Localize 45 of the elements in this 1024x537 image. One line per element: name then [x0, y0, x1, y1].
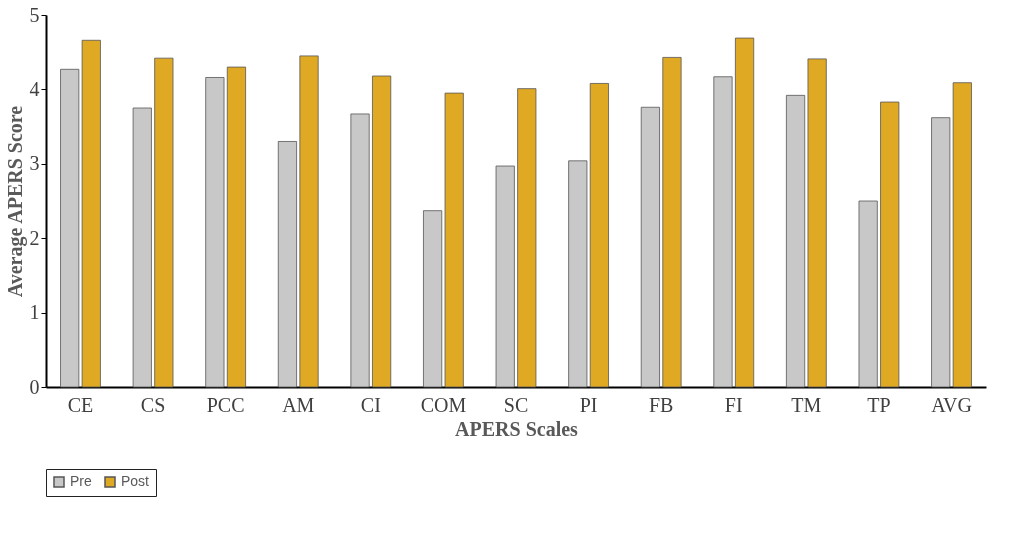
bar — [154, 57, 174, 388]
legend-label: Pre — [70, 473, 92, 489]
x-tick-label: FI — [724, 393, 743, 416]
y-tick-label: 4 — [29, 77, 40, 100]
y-tick-label: 3 — [29, 152, 40, 175]
bar — [807, 58, 827, 388]
bar — [734, 37, 755, 388]
x-tick-label: CI — [360, 393, 381, 416]
bar — [299, 55, 319, 388]
x-tick-label: SC — [503, 393, 529, 416]
bar — [205, 77, 225, 388]
x-tick-label: CE — [67, 393, 94, 416]
bar — [640, 106, 660, 388]
x-tick-label: PI — [579, 393, 598, 416]
bar — [880, 101, 900, 388]
bar — [713, 76, 733, 388]
x-axis-title: APERS Scales — [455, 417, 579, 440]
x-tick-label: COM — [420, 393, 467, 416]
x-tick-label: FB — [648, 393, 674, 416]
y-tick-label: 0 — [29, 375, 40, 398]
x-tick-label: AM — [282, 393, 315, 416]
bar — [568, 160, 588, 388]
bar — [350, 113, 370, 388]
bar — [517, 88, 537, 388]
bar — [662, 57, 682, 388]
x-tick-label: PCC — [206, 393, 245, 416]
y-axis-title: Average APERS Score — [3, 105, 27, 298]
bar — [423, 210, 443, 388]
bar — [132, 107, 152, 388]
x-tick-label: AVG — [931, 393, 972, 416]
bar — [444, 92, 464, 388]
bar — [589, 83, 609, 388]
bar — [495, 165, 515, 388]
legend-label: Post — [121, 473, 150, 489]
x-tick-label: TP — [867, 393, 891, 416]
bar — [785, 94, 806, 388]
bar — [277, 141, 298, 388]
bar — [372, 75, 392, 388]
x-tick-label: CS — [140, 393, 166, 416]
bar — [226, 66, 247, 388]
y-tick-label: 5 — [29, 3, 40, 26]
y-tick-label: 1 — [29, 301, 40, 324]
bar — [858, 200, 878, 388]
y-tick-label: 2 — [29, 226, 40, 249]
x-tick-label: TM — [791, 393, 822, 416]
